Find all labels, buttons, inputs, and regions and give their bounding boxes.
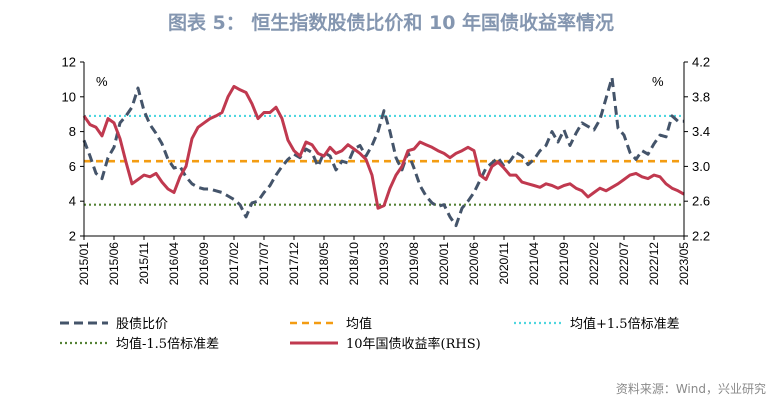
x-tick-label: 2017/02	[227, 242, 241, 286]
x-tick-label: 2023/05	[677, 242, 691, 286]
left-tick-label: 6	[69, 159, 76, 174]
x-tick-label: 2015/11	[137, 242, 151, 285]
left-tick-label: 10	[62, 89, 76, 104]
x-tick-label: 2015/01	[77, 242, 91, 286]
x-tick-label: 2016/09	[197, 242, 211, 286]
chart-title: 图表 5： 恒生指数股债比价和 10 年国债收益率情况	[167, 12, 615, 34]
x-tick-label: 2020/01	[437, 242, 451, 286]
legend-lower-label: 均值-1.5倍标准差	[116, 336, 219, 352]
legend-upper-label: 均值+1.5倍标准差	[570, 316, 680, 332]
x-tick-label: 2020/11	[497, 242, 511, 285]
x-tick-label: 2018/10	[347, 242, 361, 286]
legend-yield-label: 10年国债收益率(RHS)	[346, 336, 481, 352]
x-tick-label: 2022/12	[647, 242, 661, 286]
legend-ratio-label: 股债比价	[116, 317, 168, 332]
x-tick-label: 2018/05	[317, 242, 331, 286]
right-tick-label: 2.6	[692, 194, 710, 209]
x-tick-label: 2017/07	[257, 242, 271, 286]
x-tick-label: 2015/06	[107, 242, 121, 286]
series-stock-bond-ratio	[82, 76, 684, 228]
left-tick-label: 2	[69, 229, 76, 244]
right-tick-label: 3.4	[692, 124, 710, 139]
x-tick-label: 2021/09	[557, 242, 571, 286]
series-10y-yield	[82, 84, 685, 210]
left-unit-label: %	[96, 74, 108, 89]
x-tick-label: 2019/03	[377, 242, 391, 286]
right-tick-label: 2.2	[692, 229, 710, 244]
x-tick-label: 2022/02	[587, 242, 601, 286]
x-tick-label: 2019/08	[407, 242, 421, 286]
right-tick-label: 3.0	[692, 159, 710, 174]
x-tick-label: 2020/06	[467, 242, 481, 286]
right-unit-label: %	[652, 74, 664, 89]
left-tick-label: 4	[69, 194, 76, 209]
axes: 2 4 6 8 10 12 2.2 2.6 3.0 3.4 3.8 4.2% % 2015/01 2015/…	[62, 55, 711, 286]
right-tick-label: 3.8	[692, 89, 710, 104]
legend-mean-label: 均值	[346, 316, 372, 332]
x-tick-label: 2022/07	[617, 242, 631, 286]
x-tick-label: 2021/04	[527, 242, 541, 286]
left-tick-label: 12	[62, 55, 76, 70]
x-tick-label: 2017/12	[287, 242, 301, 286]
source-note: 资料来源：Wind，兴业研究	[615, 382, 766, 396]
right-tick-label: 4.2	[692, 55, 710, 70]
x-tick-label: 2016/04	[167, 242, 181, 286]
left-tick-label: 8	[69, 124, 76, 139]
plot-area	[82, 76, 685, 228]
